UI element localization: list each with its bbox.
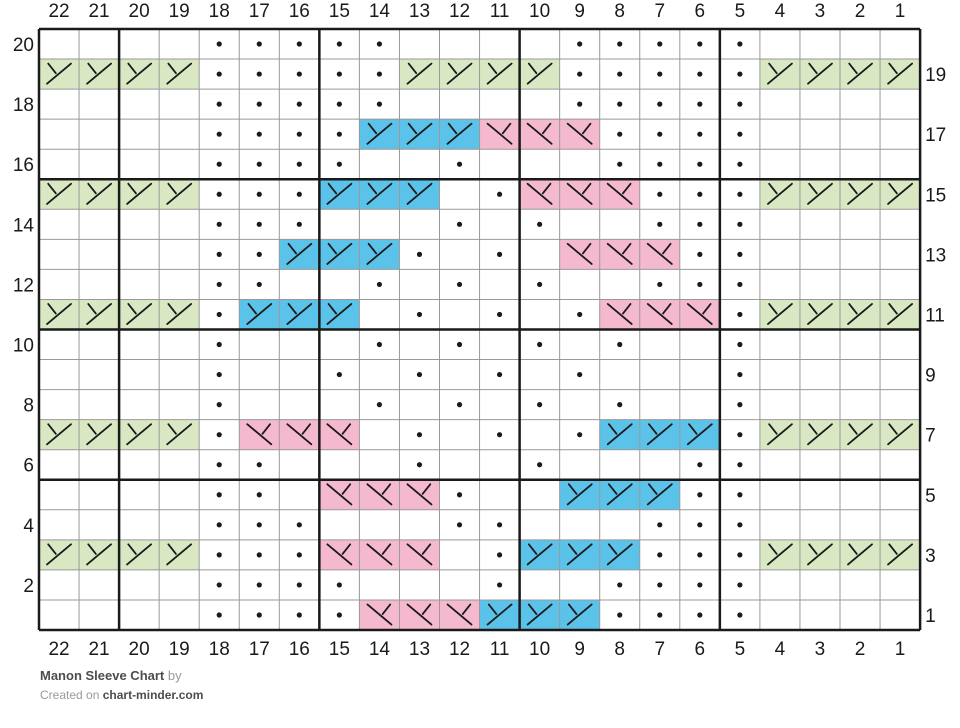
svg-text:6: 6 [695,1,706,22]
svg-text:5: 5 [735,639,746,660]
svg-text:16: 16 [289,1,310,22]
svg-text:20: 20 [129,639,150,660]
svg-text:6: 6 [695,639,706,660]
svg-text:21: 21 [88,1,109,22]
svg-text:8: 8 [614,1,625,22]
svg-text:9: 9 [574,639,585,660]
svg-text:12: 12 [449,1,470,22]
svg-text:7: 7 [925,426,936,447]
svg-text:6: 6 [23,456,34,477]
svg-text:15: 15 [329,639,350,660]
svg-text:22: 22 [48,1,69,22]
svg-text:4: 4 [23,516,34,537]
svg-text:2: 2 [23,576,34,597]
svg-text:22: 22 [48,639,69,660]
svg-text:13: 13 [409,1,430,22]
svg-text:4: 4 [775,639,786,660]
svg-text:7: 7 [654,1,665,22]
svg-text:9: 9 [925,366,936,387]
svg-text:5: 5 [735,1,746,22]
svg-text:2: 2 [855,639,866,660]
svg-text:17: 17 [249,639,270,660]
svg-text:17: 17 [925,125,946,146]
svg-text:14: 14 [369,1,391,22]
svg-text:7: 7 [654,639,665,660]
svg-text:8: 8 [23,396,34,417]
svg-text:1: 1 [895,1,906,22]
svg-text:15: 15 [329,1,350,22]
svg-text:21: 21 [88,639,109,660]
svg-text:5: 5 [925,486,936,507]
svg-text:14: 14 [369,639,391,660]
svg-text:20: 20 [129,1,150,22]
svg-text:1: 1 [925,606,936,627]
svg-text:8: 8 [614,639,625,660]
svg-text:16: 16 [13,155,34,176]
svg-text:19: 19 [925,65,946,86]
svg-text:2: 2 [855,1,866,22]
svg-text:19: 19 [169,639,190,660]
svg-text:10: 10 [529,1,550,22]
svg-text:12: 12 [13,275,34,296]
svg-text:3: 3 [815,1,826,22]
svg-text:14: 14 [13,215,35,236]
svg-text:9: 9 [574,1,585,22]
svg-text:13: 13 [925,245,946,266]
svg-text:18: 18 [209,1,230,22]
svg-text:3: 3 [925,546,936,567]
svg-text:10: 10 [13,336,34,357]
svg-text:18: 18 [13,95,34,116]
svg-text:15: 15 [925,185,946,206]
svg-text:20: 20 [13,35,34,56]
svg-text:1: 1 [895,639,906,660]
svg-text:11: 11 [925,305,945,326]
svg-text:10: 10 [529,639,550,660]
svg-text:11: 11 [490,1,510,22]
svg-text:11: 11 [490,639,510,660]
svg-text:4: 4 [775,1,786,22]
svg-text:17: 17 [249,1,270,22]
svg-text:19: 19 [169,1,190,22]
svg-text:3: 3 [815,639,826,660]
svg-text:13: 13 [409,639,430,660]
svg-text:16: 16 [289,639,310,660]
svg-text:12: 12 [449,639,470,660]
svg-text:18: 18 [209,639,230,660]
